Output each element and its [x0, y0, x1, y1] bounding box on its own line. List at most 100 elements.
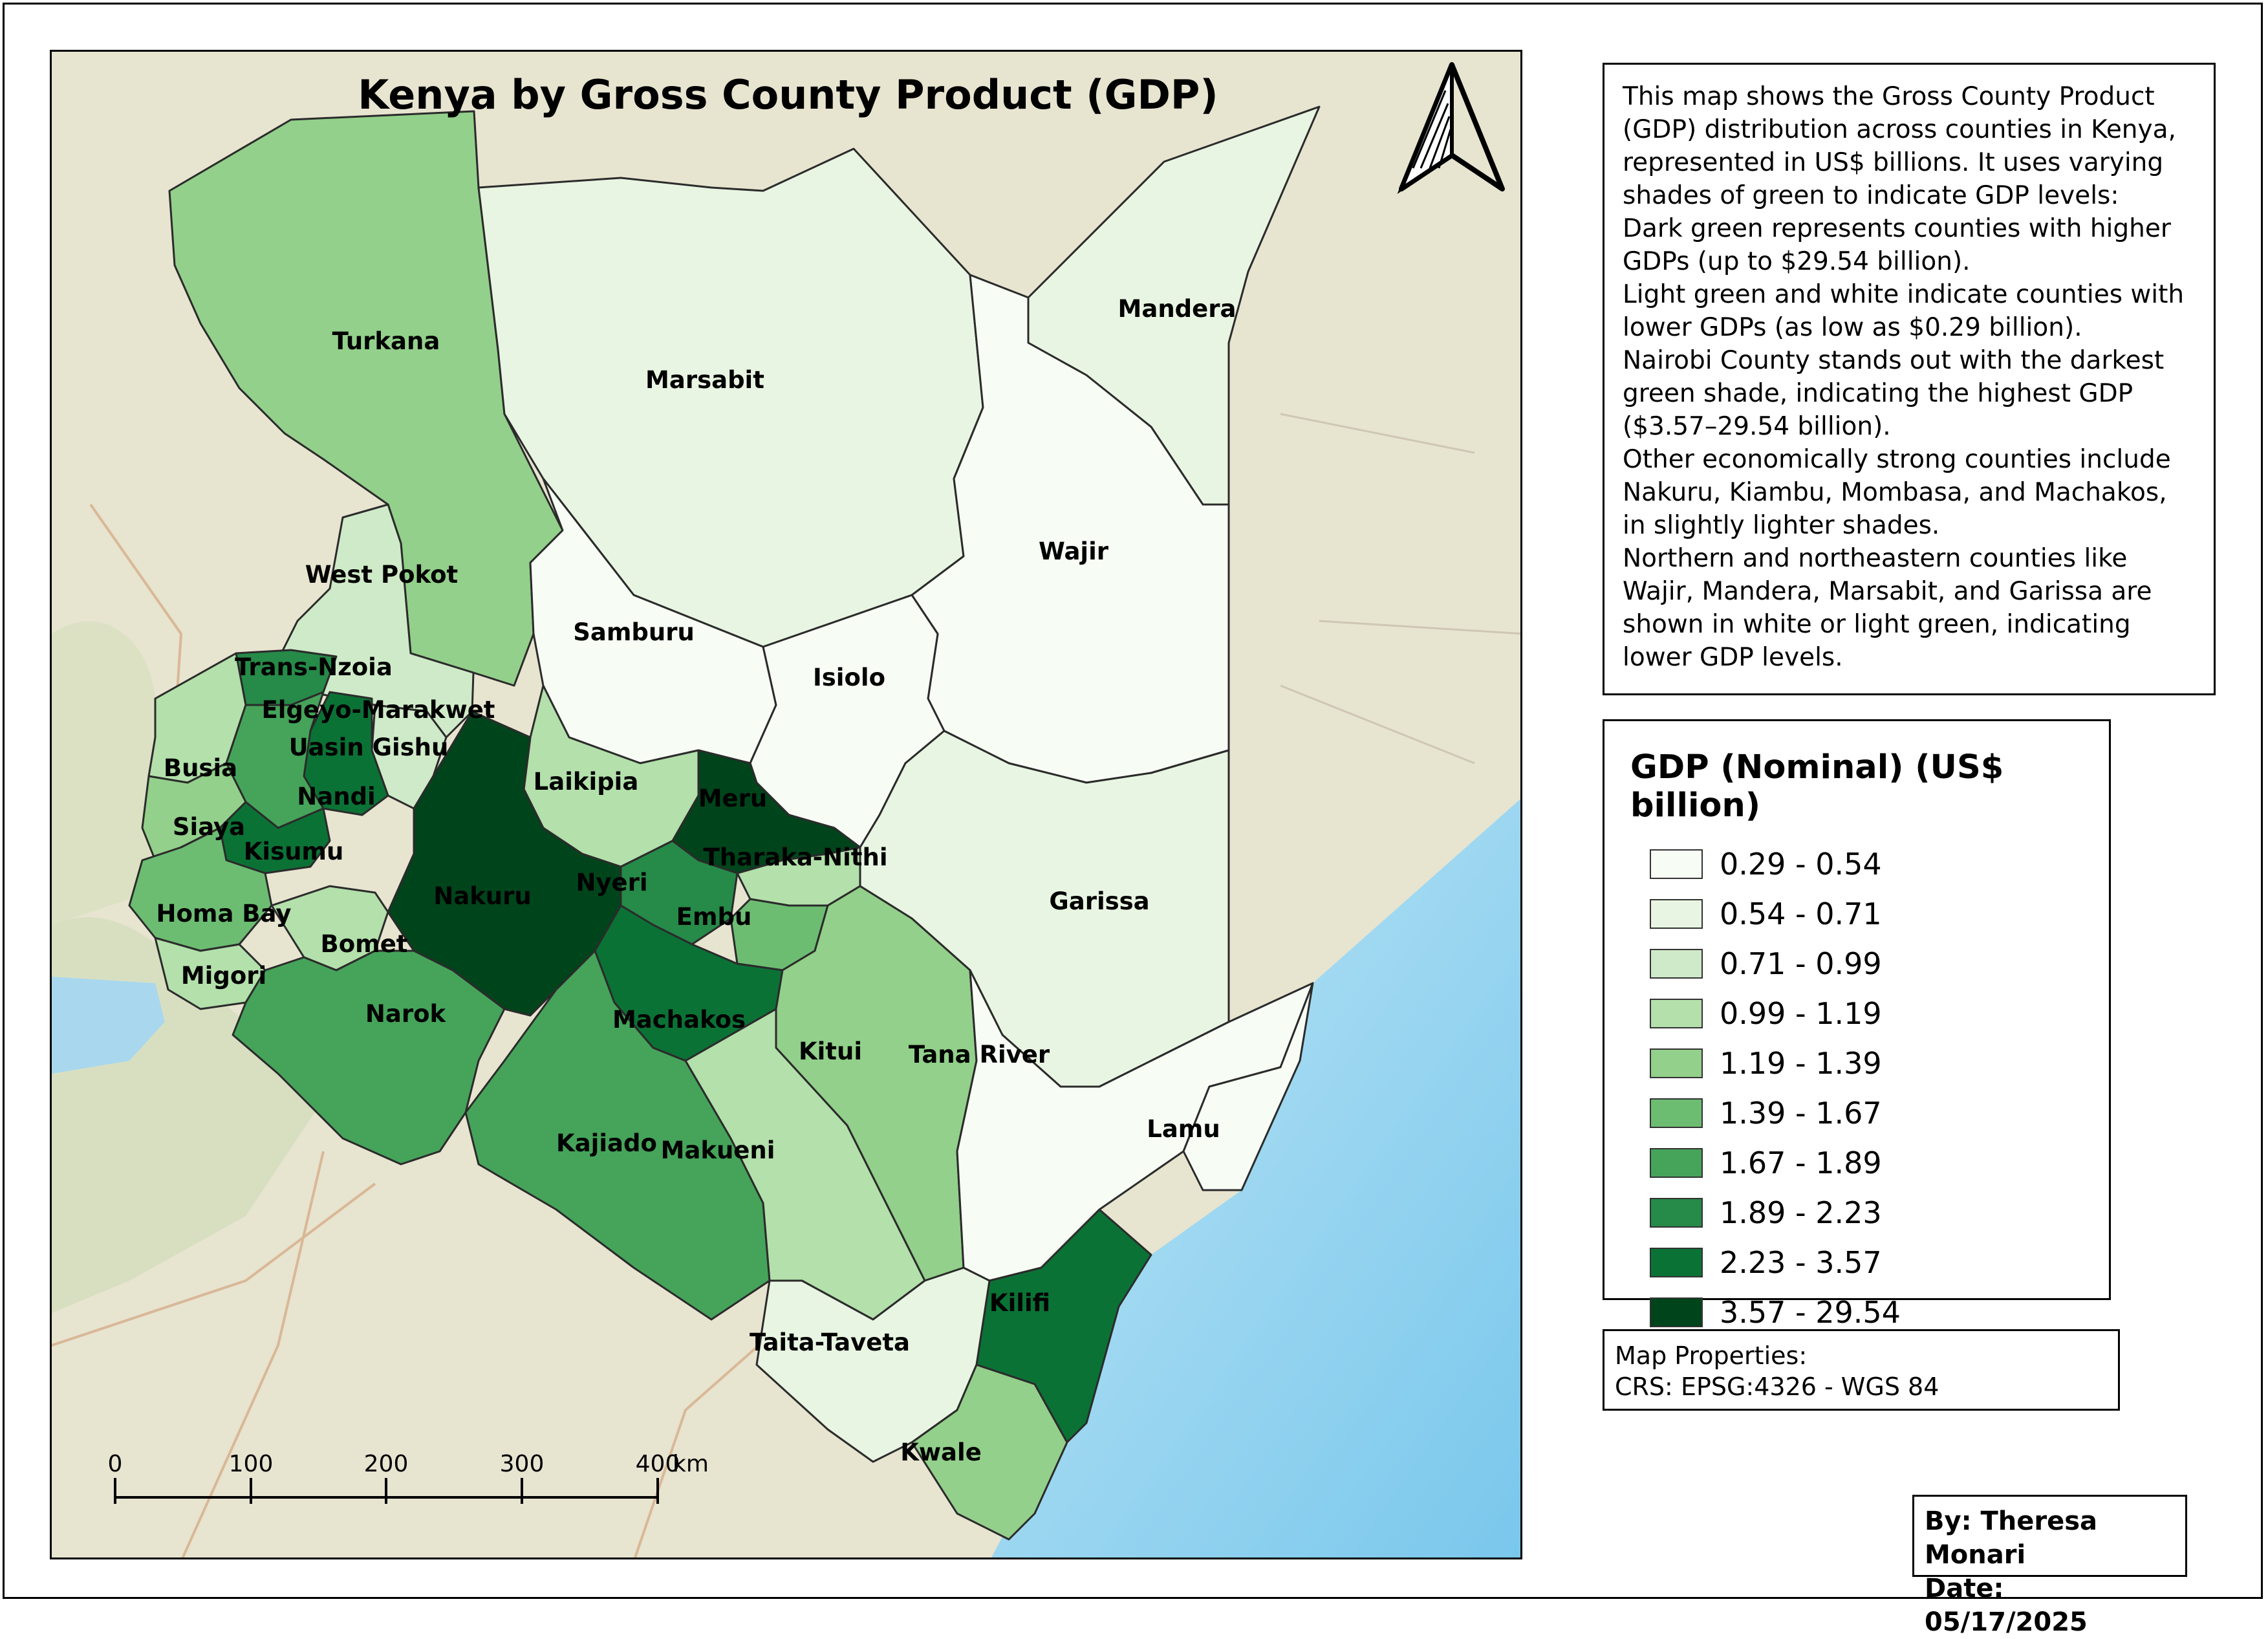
legend-item: 1.89 - 2.23 [1624, 1188, 2090, 1237]
scale-bar: 0 100 200 300 400 km [108, 1451, 709, 1504]
description-text: Light green and white indicate counties … [1623, 280, 2185, 342]
county-label-wajir: Wajir [1039, 537, 1109, 565]
county-label-makueni: Makueni [661, 1136, 775, 1164]
properties-heading: Map Properties: [1615, 1341, 1808, 1370]
legend-item: 3.57 - 29.54 [1624, 1287, 2090, 1337]
legend-swatch [1650, 998, 1703, 1028]
county-label-embu: Embu [676, 903, 752, 931]
county-label-meru: Meru [698, 785, 768, 812]
scale-tick-400: 400 [636, 1451, 680, 1477]
page-border [3, 3, 2263, 1599]
legend-item: 1.39 - 1.67 [1624, 1088, 2090, 1138]
legend-item: 0.29 - 0.54 [1624, 839, 2090, 889]
legend-label: 3.57 - 29.54 [1720, 1294, 1901, 1330]
legend-item: 2.23 - 3.57 [1624, 1237, 2090, 1287]
legend-item: 1.19 - 1.39 [1624, 1038, 2090, 1088]
description-text: Northern and northeastern counties like … [1623, 544, 2152, 672]
date-text: Date: 05/17/2025 [1925, 1574, 2088, 1637]
map-title: Kenya by Gross County Product (GDP) [358, 71, 1218, 118]
legend-swatch [1650, 849, 1703, 879]
legend-label: 0.54 - 0.71 [1720, 896, 1882, 931]
legend-swatch [1650, 1197, 1703, 1228]
legend-swatch [1650, 1247, 1703, 1277]
county-label-west-pokot: West Pokot [305, 561, 458, 589]
county-label-elgeyo-marakwet: Elgeyo-Marakwet [261, 696, 495, 724]
basemap-roads [1280, 413, 1520, 765]
county-lamu[interactable] [1182, 982, 1314, 1191]
county-labels: Turkana Marsabit Mandera Wajir West Pokot Sam… [157, 295, 1237, 1466]
county-polygons[interactable] [128, 105, 1321, 1541]
author-text: By: Theresa Monari [1925, 1506, 2098, 1570]
description-text: Other economically strong counties inclu… [1623, 445, 2171, 540]
county-label-machakos: Machakos [612, 1006, 746, 1034]
county-label-nandi: Nandi [297, 783, 375, 810]
county-label-kajiado: Kajiado [556, 1129, 657, 1157]
county-label-tana-river: Tana River [909, 1041, 1050, 1069]
legend-label: 0.29 - 0.54 [1720, 846, 1882, 882]
legend-item: 0.71 - 0.99 [1624, 939, 2090, 988]
county-label-uasin-gishu: Uasin Gishu [289, 733, 449, 761]
county-label-tharaka-nithi: Tharaka-Nithi [703, 843, 887, 871]
map-canvas[interactable]: Turkana Marsabit Mandera Wajir West Pokot Sam… [52, 52, 1522, 1559]
county-label-nakuru: Nakuru [433, 882, 531, 910]
credits-panel: By: Theresa Monari Date: 05/17/2025 [1912, 1495, 2187, 1637]
county-label-taita-taveta: Taita-Taveta [750, 1329, 910, 1356]
legend-swatch [1650, 1147, 1703, 1178]
basemap-roads [52, 503, 797, 1558]
county-label-migori: Migori [181, 962, 266, 990]
county-narok[interactable] [232, 950, 506, 1166]
legend-label: 1.67 - 1.89 [1720, 1145, 1882, 1180]
description-text: This map shows the Gross County Product … [1623, 82, 2176, 210]
scale-tick-0: 0 [108, 1451, 123, 1477]
county-label-turkana: Turkana [332, 327, 440, 355]
scale-tick-300: 300 [500, 1451, 545, 1477]
legend-panel: GDP (Nominal) (US$ billion) 0.29 - 0.54 0… [1603, 719, 2111, 1330]
legend-item: 0.99 - 1.19 [1624, 988, 2090, 1038]
legend-item: 0.54 - 0.71 [1624, 889, 2090, 939]
county-label-kwale: Kwale [900, 1438, 982, 1466]
north-arrow-icon [1397, 62, 1505, 194]
legend-label: 1.89 - 2.23 [1720, 1195, 1882, 1230]
county-label-bomet: Bomet [321, 930, 408, 958]
legend-swatch [1650, 1297, 1703, 1327]
legend-item: 1.67 - 1.89 [1624, 1138, 2090, 1188]
legend-label: 0.99 - 1.19 [1720, 995, 1882, 1031]
legend-swatch [1650, 948, 1703, 979]
map-properties-panel: Map Properties: CRS: EPSG:4326 - WGS 84 [1603, 1329, 2120, 1411]
county-label-kilifi: Kilifi [989, 1289, 1050, 1317]
county-label-mandera: Mandera [1118, 295, 1237, 323]
scale-tick-100: 100 [229, 1451, 274, 1477]
lake-victoria [52, 977, 165, 1074]
county-kwale[interactable] [911, 1363, 1068, 1541]
description-text: Dark green represents counties with high… [1623, 214, 2171, 276]
description-text: Nairobi County stands out with the darke… [1623, 346, 2165, 441]
county-label-lamu: Lamu [1147, 1115, 1220, 1143]
basemap-vegetation [52, 621, 155, 925]
county-label-kitui: Kitui [799, 1037, 862, 1065]
scale-tick-200: 200 [364, 1451, 409, 1477]
legend-swatch [1650, 898, 1703, 929]
county-label-busia: Busia [164, 754, 237, 782]
county-label-nyeri: Nyeri [576, 869, 647, 896]
county-label-narok: Narok [365, 1000, 447, 1028]
county-label-marsabit: Marsabit [645, 366, 764, 394]
map-frame[interactable]: Turkana Marsabit Mandera Wajir West Pokot Sam… [50, 50, 1522, 1559]
county-label-isiolo: Isiolo [813, 664, 885, 691]
description-panel: This map shows the Gross County Product … [1603, 63, 2216, 695]
crs-text: CRS: EPSG:4326 - WGS 84 [1615, 1373, 1939, 1401]
legend-label: 1.39 - 1.67 [1720, 1095, 1882, 1131]
county-label-garissa: Garissa [1049, 887, 1149, 915]
county-label-siaya: Siaya [173, 813, 245, 841]
county-label-laikipia: Laikipia [534, 768, 639, 796]
legend-label: 2.23 - 3.57 [1720, 1244, 1882, 1280]
legend-label: 1.19 - 1.39 [1720, 1045, 1882, 1081]
scale-unit: km [673, 1451, 709, 1477]
legend-label: 0.71 - 0.99 [1720, 946, 1882, 981]
county-label-kisumu: Kisumu [244, 838, 344, 865]
legend-rows: 0.29 - 0.54 0.54 - 0.71 0.71 - 0.99 0.99 - … [1624, 839, 2090, 1337]
legend-title: GDP (Nominal) (US$ billion) [1630, 748, 2004, 825]
county-label-trans-nzoia: Trans-Nzoia [235, 653, 393, 681]
county-label-samburu: Samburu [573, 618, 695, 646]
legend-swatch [1650, 1048, 1703, 1078]
indian-ocean [991, 799, 1520, 1558]
